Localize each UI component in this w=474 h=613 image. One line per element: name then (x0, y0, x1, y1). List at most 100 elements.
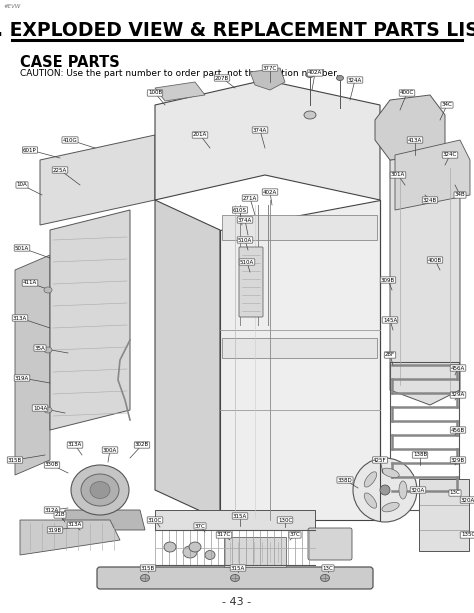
Ellipse shape (44, 347, 52, 353)
Polygon shape (390, 150, 460, 405)
Text: 324C: 324C (443, 153, 457, 158)
Text: 13C: 13C (450, 490, 460, 495)
Text: 317C: 317C (217, 533, 231, 538)
Text: 302B: 302B (135, 443, 149, 447)
Text: 100B: 100B (148, 91, 162, 96)
Polygon shape (155, 510, 315, 530)
Text: 329B: 329B (451, 457, 465, 462)
FancyBboxPatch shape (419, 479, 469, 551)
Ellipse shape (306, 72, 314, 77)
Text: 130C: 130C (278, 517, 292, 522)
Ellipse shape (71, 465, 129, 515)
Text: 319B: 319B (48, 528, 62, 533)
Polygon shape (40, 135, 155, 225)
Ellipse shape (140, 574, 149, 582)
Text: 315B: 315B (8, 457, 22, 462)
Text: 320A: 320A (461, 498, 474, 503)
Text: 402A: 402A (263, 189, 277, 194)
Text: 330B: 330B (45, 462, 59, 468)
Text: 35A: 35A (35, 346, 46, 351)
Text: 201A: 201A (193, 132, 207, 137)
Text: 510A: 510A (240, 259, 254, 264)
Polygon shape (220, 200, 380, 520)
Text: 309B: 309B (381, 278, 395, 283)
Text: 456A: 456A (451, 365, 465, 370)
Text: 400B: 400B (428, 257, 442, 262)
FancyBboxPatch shape (308, 528, 352, 560)
Text: 135C: 135C (461, 533, 474, 538)
Ellipse shape (364, 493, 377, 508)
Text: 138B: 138B (413, 452, 427, 457)
Text: 411A: 411A (23, 281, 37, 286)
Text: 377C: 377C (263, 66, 277, 70)
Text: 145A: 145A (383, 318, 397, 322)
FancyBboxPatch shape (239, 247, 263, 317)
Ellipse shape (353, 458, 417, 522)
Text: 313A: 313A (13, 316, 27, 321)
Text: 312A: 312A (45, 508, 59, 512)
Text: #EVW: #EVW (4, 4, 21, 9)
Text: 501A: 501A (15, 245, 29, 251)
Polygon shape (15, 255, 50, 475)
Text: 610S: 610S (233, 207, 247, 213)
Text: 320A: 320A (411, 487, 425, 492)
FancyBboxPatch shape (224, 537, 286, 567)
Ellipse shape (399, 481, 407, 499)
Text: 374A: 374A (238, 218, 252, 223)
Ellipse shape (382, 468, 399, 478)
Text: 28F: 28F (385, 352, 395, 357)
Ellipse shape (164, 542, 176, 552)
Polygon shape (395, 140, 470, 210)
Text: 425F: 425F (373, 457, 387, 462)
Text: 34C: 34C (442, 102, 452, 107)
Text: 34B: 34B (455, 192, 465, 197)
Polygon shape (20, 520, 120, 555)
Ellipse shape (44, 287, 52, 293)
Text: 324B: 324B (423, 197, 437, 202)
Text: 13C: 13C (323, 566, 333, 571)
Text: 207B: 207B (215, 75, 229, 80)
Polygon shape (50, 210, 130, 430)
Text: 37C: 37C (290, 533, 301, 538)
Text: 338D: 338D (337, 478, 352, 482)
FancyBboxPatch shape (222, 215, 377, 240)
Text: 225A: 225A (53, 167, 67, 172)
Polygon shape (155, 80, 380, 200)
Polygon shape (250, 68, 285, 90)
Text: 300A: 300A (103, 447, 117, 452)
Text: 313A: 313A (68, 443, 82, 447)
Text: 400C: 400C (400, 91, 414, 96)
Text: 374A: 374A (253, 128, 267, 132)
Ellipse shape (183, 546, 197, 558)
Ellipse shape (230, 574, 239, 582)
Ellipse shape (304, 111, 316, 119)
Text: 315A: 315A (233, 514, 247, 519)
Ellipse shape (364, 472, 377, 487)
Text: 10A: 10A (17, 183, 27, 188)
Text: 37C: 37C (195, 524, 205, 528)
Polygon shape (60, 510, 145, 530)
Polygon shape (155, 200, 220, 520)
Text: 315A: 315A (231, 566, 245, 571)
Text: 456B: 456B (451, 427, 465, 433)
Text: 313A: 313A (68, 522, 82, 528)
Text: 21B: 21B (55, 512, 65, 517)
Ellipse shape (44, 407, 52, 413)
Text: 301A: 301A (391, 172, 405, 178)
Text: 410G: 410G (63, 137, 77, 142)
Text: CAUTION: Use the part number to order part, not the position number.: CAUTION: Use the part number to order pa… (20, 69, 339, 78)
Text: 324A: 324A (348, 77, 362, 83)
Text: 271A: 271A (243, 196, 257, 200)
Ellipse shape (380, 485, 390, 495)
Text: 402A: 402A (308, 70, 322, 75)
Ellipse shape (81, 474, 119, 506)
Text: 310C: 310C (148, 517, 162, 522)
Text: - 43 -: - 43 - (222, 597, 252, 607)
Text: 9. EXPLODED VIEW & REPLACEMENT PARTS LIST: 9. EXPLODED VIEW & REPLACEMENT PARTS LIS… (0, 20, 474, 39)
Text: 329A: 329A (451, 392, 465, 397)
Text: 319A: 319A (15, 376, 29, 381)
Text: CASE PARTS: CASE PARTS (20, 55, 120, 70)
Text: 510A: 510A (238, 237, 252, 243)
Text: 601P: 601P (23, 148, 37, 153)
Polygon shape (375, 95, 445, 160)
